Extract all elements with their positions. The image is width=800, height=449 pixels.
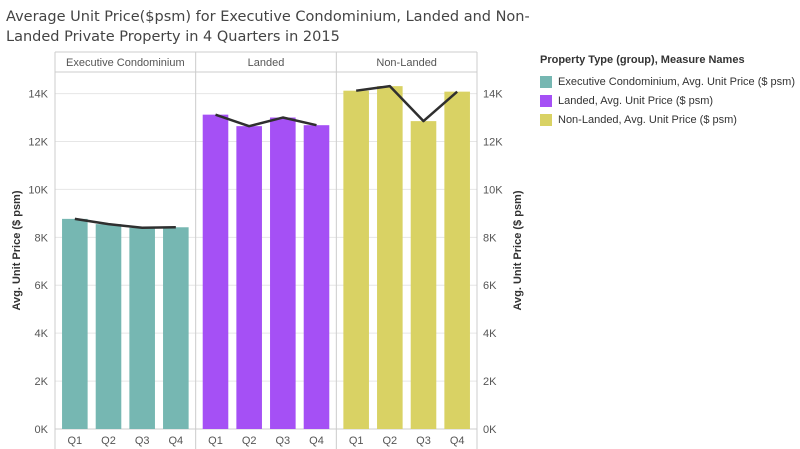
- bar-0-q2: [95, 224, 122, 429]
- bar-0-q1: [62, 218, 88, 429]
- y-tick-right: 2K: [483, 376, 497, 388]
- legend-label: Landed, Avg. Unit Price ($ psm): [558, 94, 714, 107]
- y-tick-right: 10K: [483, 184, 503, 196]
- x-tick-label: Q4: [309, 435, 324, 447]
- series-line-0: [74, 217, 176, 229]
- bar-1-q1: [202, 114, 229, 430]
- y-tick-right: 6K: [483, 280, 497, 292]
- chart-title: Average Unit Price($psm) for Executive C…: [6, 9, 530, 45]
- legend-item-landed[interactable]: Landed, Avg. Unit Price ($ psm): [540, 91, 798, 110]
- y-tick-left: 14K: [28, 89, 48, 101]
- y-axis-title-left: Avg. Unit Price ($ psm): [11, 190, 23, 310]
- y-axis-title-right: Avg. Unit Price ($ psm): [512, 190, 524, 310]
- y-tick-left: 6K: [35, 280, 49, 292]
- legend-item-non-landed[interactable]: Non-Landed, Avg. Unit Price ($ psm): [540, 110, 798, 129]
- x-tick-label: Q1: [67, 435, 82, 447]
- legend-label: Non-Landed, Avg. Unit Price ($ psm): [558, 113, 737, 126]
- y-tick-right: 12K: [483, 136, 503, 148]
- x-tick-label: Q2: [101, 435, 116, 447]
- legend: Property Type (group), Measure Names Exe…: [540, 54, 798, 129]
- x-tick-label: Q2: [382, 435, 397, 447]
- x-tick-label: Q1: [349, 435, 364, 447]
- x-tick-label: Q4: [450, 435, 465, 447]
- bar-0-q3: [129, 227, 155, 429]
- y-tick-right: 0K: [483, 424, 497, 436]
- bar-1-q2: [236, 126, 262, 430]
- y-tick-left: 8K: [35, 232, 49, 244]
- x-tick-label: Q3: [416, 435, 431, 447]
- bar-1-q3: [270, 117, 296, 429]
- y-tick-left: 10K: [28, 184, 48, 196]
- panel-title-0: Executive Condominium: [66, 57, 185, 69]
- bar-0-q4: [163, 227, 189, 429]
- bar-2-q2: [377, 86, 403, 430]
- x-tick-label: Q2: [242, 435, 257, 447]
- bar-2-q1: [343, 90, 369, 429]
- bar-1-q4: [303, 125, 330, 429]
- y-tick-right: 4K: [483, 328, 497, 340]
- y-tick-right: 8K: [483, 232, 497, 244]
- y-tick-left: 12K: [28, 136, 48, 148]
- x-tick-label: Q1: [208, 435, 223, 447]
- y-tick-left: 4K: [35, 328, 49, 340]
- legend-title: Property Type (group), Measure Names: [540, 54, 745, 66]
- legend-label: Executive Condominium, Avg. Unit Price (…: [558, 75, 795, 88]
- x-tick-label: Q4: [168, 435, 183, 447]
- legend-swatch-landed: [540, 94, 552, 107]
- series-line-1: [215, 113, 317, 128]
- panel-title-1: Landed: [248, 57, 285, 69]
- legend-swatch-executive-condominium: [540, 75, 552, 88]
- bar-2-q4: [444, 91, 470, 430]
- panel-title-2: Non-Landed: [376, 57, 437, 69]
- x-tick-label: Q3: [135, 435, 150, 447]
- y-tick-right: 14K: [483, 89, 503, 101]
- bar-2-q3: [410, 121, 437, 430]
- series-line-2: [355, 84, 458, 123]
- x-tick-label: Q3: [275, 435, 290, 447]
- legend-item-executive-condominium[interactable]: Executive Condominium, Avg. Unit Price (…: [540, 72, 798, 91]
- y-tick-left: 2K: [35, 376, 49, 388]
- legend-swatch-non-landed: [540, 113, 552, 126]
- y-tick-left: 0K: [35, 424, 49, 436]
